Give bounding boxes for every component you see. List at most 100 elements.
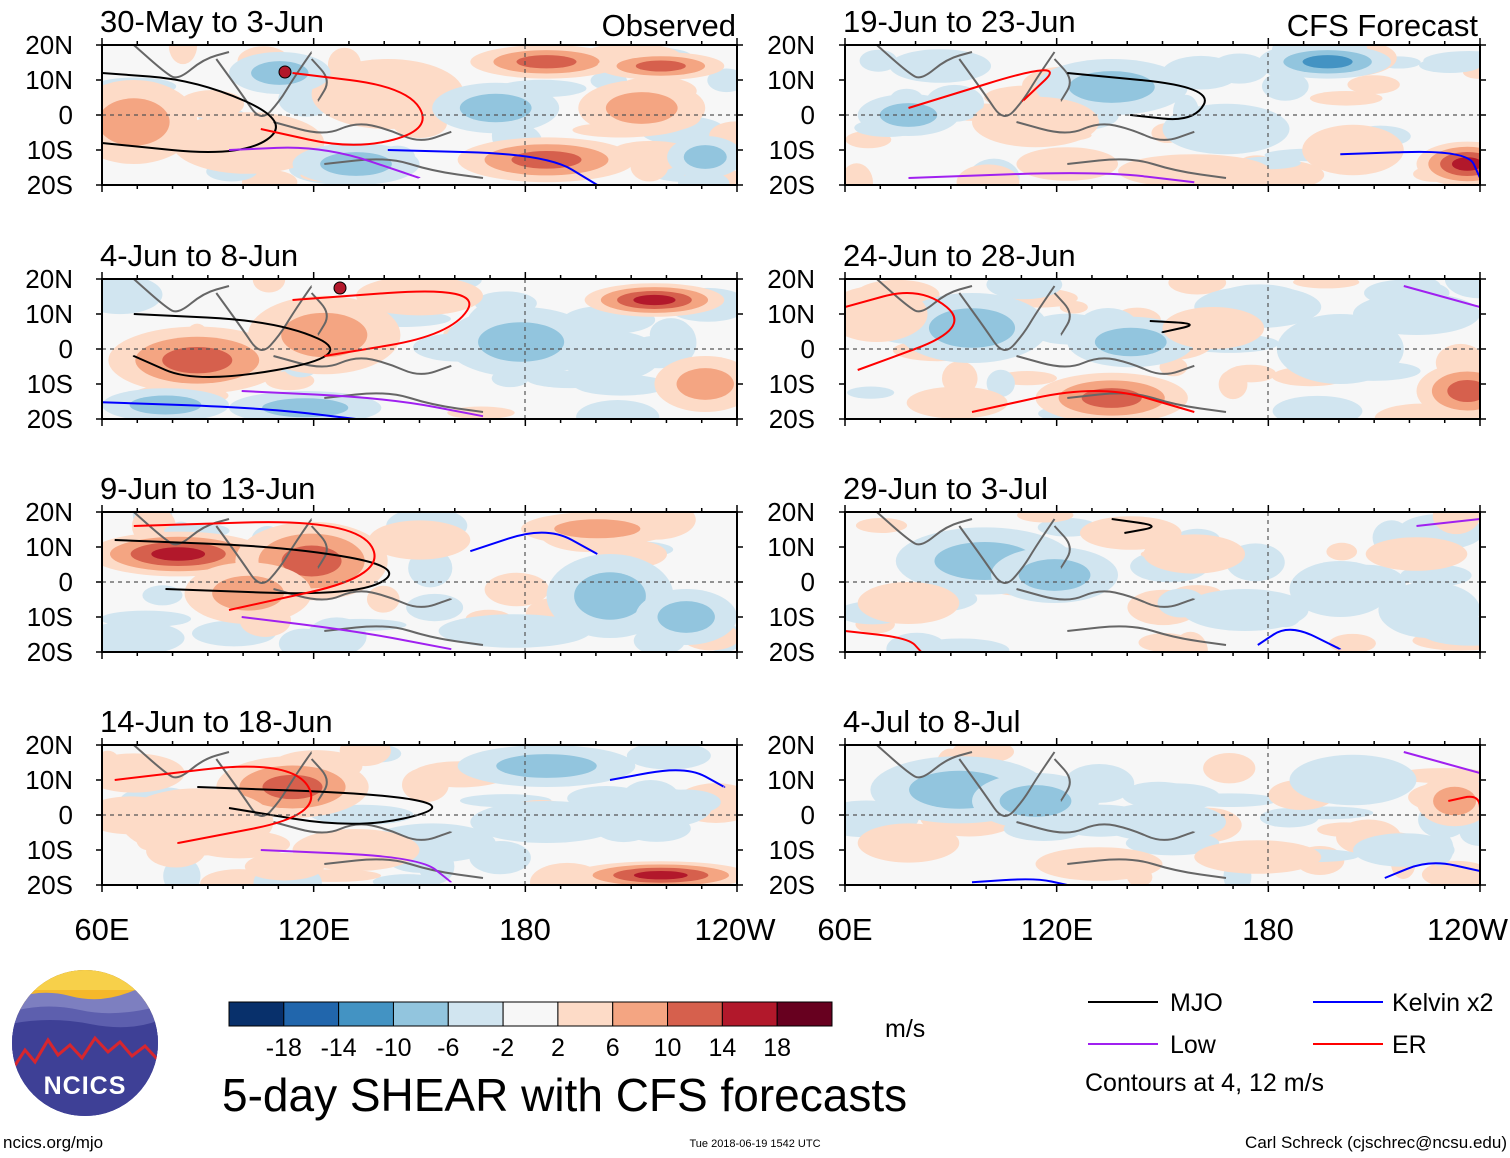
shear-cell [478, 322, 565, 362]
colorbar-swatch [338, 1001, 394, 1027]
panel-title: 4-Jun to 8-Jun [100, 238, 298, 273]
shear-cell [121, 788, 274, 856]
shear-cell [470, 801, 623, 843]
panel: 20N 10N 0 10S 20S 14-Jun to 18-Jun [25, 704, 743, 900]
contours [102, 72, 598, 185]
coastline-indonesia [273, 355, 452, 375]
legend-label: MJO [1170, 989, 1223, 1017]
shear-cell [941, 361, 978, 396]
contour-note: Contours at 4, 12 m/s [1085, 1069, 1324, 1097]
y-tick-label: 20S [27, 170, 73, 200]
y-tick-label: 10N [25, 65, 73, 95]
shear-cell [1122, 781, 1195, 809]
y-tick-label: 10S [27, 369, 73, 399]
contour-line [609, 769, 726, 788]
y-tick-label: 10S [27, 135, 73, 165]
shear-cell [1353, 293, 1480, 335]
shear-cell [1226, 364, 1276, 383]
colorbar-tick-label: -10 [375, 1034, 411, 1062]
coastline-indonesia [273, 121, 452, 141]
contour-line [133, 521, 376, 611]
coastline-philippines [310, 758, 328, 802]
contour-line [1257, 628, 1341, 651]
coastline-philippines [1053, 758, 1071, 802]
coastline-australia [1067, 625, 1227, 646]
shear-cell [142, 585, 183, 606]
coastline-india [876, 745, 973, 779]
coastline [133, 45, 484, 179]
y-tick-label: 0 [59, 334, 73, 364]
y-tick-label: 10S [769, 135, 815, 165]
coastline-india [876, 45, 973, 79]
shear-cell [1261, 71, 1309, 101]
shear-cell [847, 386, 895, 399]
shear-cell [857, 823, 960, 863]
y-tick-label: 20S [769, 170, 815, 200]
contour-line [228, 146, 420, 179]
x-axis-labels: 60E 120E 180 120W 60E 120E 180 120W [74, 912, 1508, 947]
y-tick-label: 20N [767, 730, 815, 760]
coastline [133, 745, 484, 879]
coastline-philippines [1053, 58, 1071, 102]
shear-cell [1099, 802, 1226, 842]
coastline-indonesia [1016, 821, 1195, 841]
shear-field [845, 512, 1480, 652]
y-tick-label: 10S [769, 602, 815, 632]
shear-cell [635, 60, 686, 72]
contour-line [260, 72, 424, 146]
y-tick-label: 0 [801, 100, 815, 130]
coastline-philippines [310, 525, 328, 569]
contour-line [1111, 518, 1153, 534]
shear-cell [1365, 537, 1468, 571]
colorbar-tick-label: 18 [763, 1034, 791, 1062]
y-tick-label: 20N [25, 264, 73, 294]
legend-label: ER [1392, 1031, 1427, 1059]
y-tick-label: 20S [769, 870, 815, 900]
shear-cell [102, 279, 163, 315]
colorbar-swatch [283, 1001, 340, 1027]
shear-cell [1078, 766, 1106, 788]
contour-line [1149, 320, 1191, 334]
shear-cell [1302, 55, 1353, 69]
shear-cell [1017, 512, 1074, 523]
colorbar-swatch [721, 1001, 778, 1027]
shear-cell [845, 163, 873, 185]
shear-cell [574, 572, 646, 620]
x-tick-label: 120E [1021, 912, 1093, 947]
contour-line [260, 849, 452, 883]
shear-cell [1016, 147, 1119, 181]
footer-author: Carl Schreck (cjschrec@ncsu.edu) [1245, 1133, 1507, 1152]
panel: 20N 10N 0 10S 20S 30-May to 3-Jun Observed [25, 4, 743, 200]
shear-cell [1181, 589, 1309, 631]
shear-cell [999, 785, 1072, 817]
shear-cell [1302, 124, 1404, 176]
coastline-indochina [958, 285, 1056, 351]
contours [114, 521, 598, 651]
storm-marker [333, 281, 347, 295]
shear-cell [1260, 808, 1319, 828]
shear-cell [1035, 847, 1163, 881]
y-tick-label: 20N [767, 264, 815, 294]
coastline-australia [324, 858, 484, 879]
shear-cell [1447, 379, 1480, 403]
shear-cell [102, 753, 185, 793]
coastline-india [133, 279, 230, 313]
y-tick-label: 10S [27, 835, 73, 865]
shear-cell [630, 151, 669, 182]
x-tick-label: 60E [74, 912, 129, 947]
colorbar-swatch [612, 1001, 669, 1027]
panel: 20N 10N 0 10S 20S 29-Jun to 3-Jul [767, 471, 1486, 667]
shear-cell [1162, 103, 1290, 155]
ncics-logo: NCICS [12, 970, 158, 1116]
y-tick-label: 0 [801, 334, 815, 364]
coastline-indochina [958, 518, 1056, 584]
shear-cell [879, 103, 938, 127]
shear-field [845, 279, 1480, 419]
contour-line [908, 172, 1195, 184]
shear-cell [1419, 57, 1480, 74]
shear-cell [1068, 71, 1155, 103]
contours [102, 290, 484, 419]
coastline-indochina [215, 51, 313, 117]
shear-cell [1276, 314, 1404, 384]
y-tick-label: 20N [25, 497, 73, 527]
